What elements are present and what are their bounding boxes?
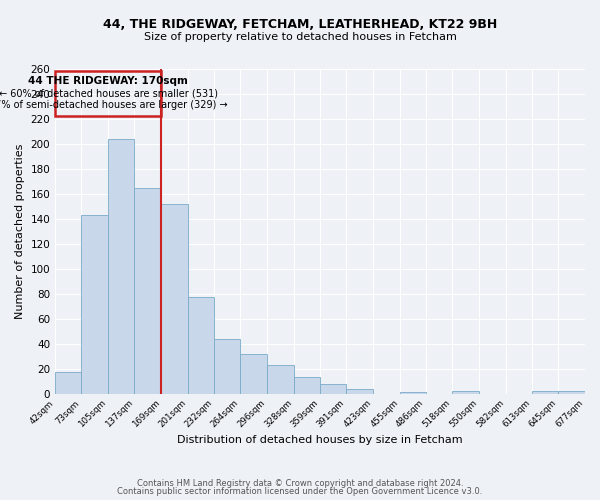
Bar	[532, 391, 558, 394]
Bar	[452, 391, 479, 394]
Text: ← 60% of detached houses are smaller (531): ← 60% of detached houses are smaller (53…	[0, 89, 218, 99]
Bar	[346, 388, 373, 394]
Bar	[55, 72, 161, 117]
Bar	[320, 384, 346, 394]
Bar	[81, 215, 108, 394]
Bar	[241, 354, 267, 394]
Bar	[214, 338, 241, 394]
Text: Size of property relative to detached houses in Fetcham: Size of property relative to detached ho…	[143, 32, 457, 42]
Text: 44, THE RIDGEWAY, FETCHAM, LEATHERHEAD, KT22 9BH: 44, THE RIDGEWAY, FETCHAM, LEATHERHEAD, …	[103, 18, 497, 30]
Bar	[55, 372, 81, 394]
Text: 37% of semi-detached houses are larger (329) →: 37% of semi-detached houses are larger (…	[0, 100, 227, 110]
Text: Contains public sector information licensed under the Open Government Licence v3: Contains public sector information licen…	[118, 487, 482, 496]
Bar	[134, 188, 161, 394]
Bar	[161, 204, 188, 394]
Text: Contains HM Land Registry data © Crown copyright and database right 2024.: Contains HM Land Registry data © Crown c…	[137, 478, 463, 488]
Bar	[267, 365, 294, 394]
Bar	[188, 298, 214, 394]
Y-axis label: Number of detached properties: Number of detached properties	[15, 144, 25, 319]
Text: 44 THE RIDGEWAY: 170sqm: 44 THE RIDGEWAY: 170sqm	[28, 76, 188, 86]
Bar	[400, 392, 425, 394]
Bar	[108, 139, 134, 394]
Bar	[294, 378, 320, 394]
Bar	[558, 391, 585, 394]
X-axis label: Distribution of detached houses by size in Fetcham: Distribution of detached houses by size …	[177, 435, 463, 445]
